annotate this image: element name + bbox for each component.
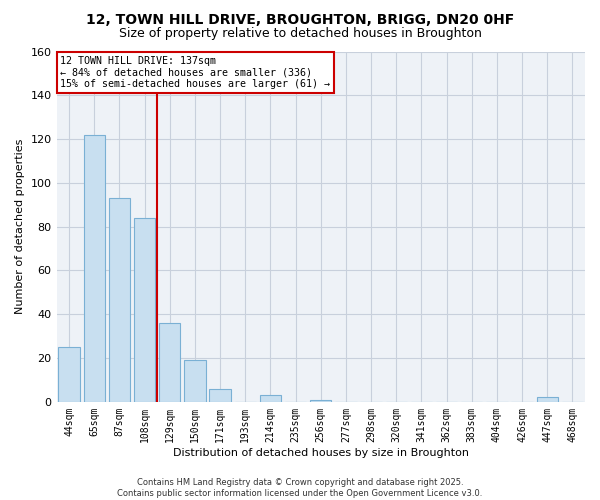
Bar — [109, 198, 130, 402]
Bar — [159, 323, 181, 402]
Bar — [310, 400, 331, 402]
Bar — [260, 396, 281, 402]
Bar — [209, 388, 231, 402]
Y-axis label: Number of detached properties: Number of detached properties — [15, 139, 25, 314]
X-axis label: Distribution of detached houses by size in Broughton: Distribution of detached houses by size … — [173, 448, 469, 458]
Bar — [58, 347, 80, 402]
Bar — [134, 218, 155, 402]
Text: Size of property relative to detached houses in Broughton: Size of property relative to detached ho… — [119, 28, 481, 40]
Text: Contains HM Land Registry data © Crown copyright and database right 2025.
Contai: Contains HM Land Registry data © Crown c… — [118, 478, 482, 498]
Text: 12, TOWN HILL DRIVE, BROUGHTON, BRIGG, DN20 0HF: 12, TOWN HILL DRIVE, BROUGHTON, BRIGG, D… — [86, 12, 514, 26]
Bar — [184, 360, 206, 402]
Text: 12 TOWN HILL DRIVE: 137sqm
← 84% of detached houses are smaller (336)
15% of sem: 12 TOWN HILL DRIVE: 137sqm ← 84% of deta… — [61, 56, 331, 89]
Bar — [536, 398, 558, 402]
Bar — [83, 134, 105, 402]
